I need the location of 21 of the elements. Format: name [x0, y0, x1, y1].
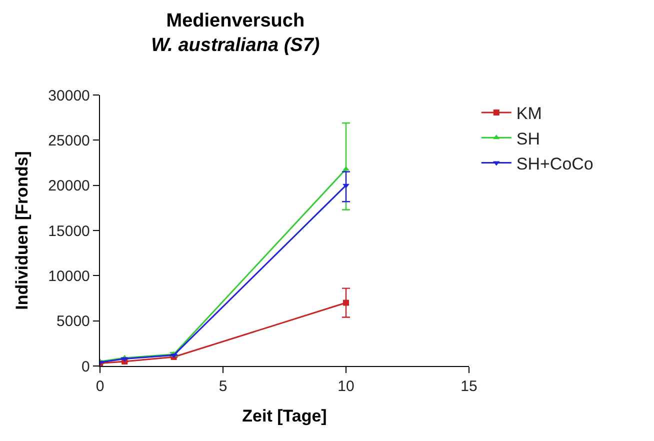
- y-tick-label: 10000: [48, 268, 90, 285]
- y-tick-label: 5000: [56, 313, 90, 330]
- legend-label: KM: [516, 104, 542, 124]
- y-tick-label: 0: [82, 358, 90, 376]
- legend-label: SH: [516, 129, 540, 148]
- y-tick-label: 30000: [48, 87, 90, 104]
- x-axis-title: Zeit [Tage]: [242, 406, 327, 426]
- y-tick-label: 20000: [48, 178, 90, 195]
- y-tick-label: 25000: [48, 132, 90, 150]
- chart-subtitle: W. australiana (S7): [151, 35, 320, 56]
- point: [342, 184, 350, 188]
- y-axis-title: Individuen [Fronds]: [12, 151, 32, 310]
- x-tick-label: 5: [218, 378, 228, 396]
- x-tick-label: 0: [96, 378, 104, 396]
- y-tick-label: 15000: [48, 222, 90, 240]
- point: [342, 166, 350, 171]
- chart-title: Medienversuch: [166, 10, 305, 32]
- legend-label: SH+CoCo: [516, 154, 594, 174]
- point: [343, 300, 349, 306]
- x-tick-label: 15: [460, 378, 478, 396]
- x-tick-label: 10: [338, 378, 354, 396]
